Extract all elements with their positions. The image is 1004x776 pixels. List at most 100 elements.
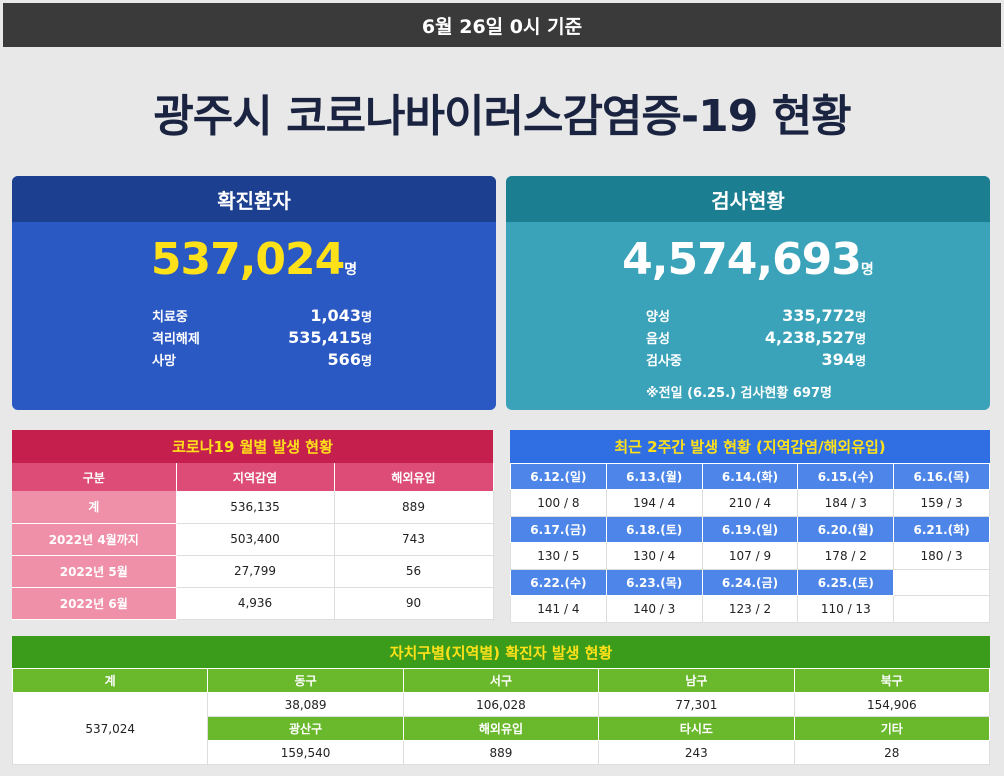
- monthly-table-section: 코로나19 월별 발생 현황 구분 지역감염 해외유입 계 536,135 88…: [12, 430, 494, 620]
- date-cell: 6.24.(금): [701, 569, 799, 596]
- overseas-cell: 56: [334, 555, 494, 588]
- row-value: 1,043명: [310, 306, 372, 325]
- column-header: 지역감염: [176, 463, 335, 491]
- date-cell: 6.17.(금): [510, 516, 607, 543]
- overseas-cell: 889: [334, 491, 494, 524]
- overseas-cell: 90: [334, 587, 494, 620]
- district-table-section: 자치구별(지역별) 확진자 발생 현황 계 동구 서구 남구 북구 537,02…: [11, 636, 991, 765]
- local-cell: 536,135: [176, 491, 335, 524]
- value-cell: 110 / 13: [797, 595, 895, 623]
- district-value-row: 537,024 38,089 106,028 77,301 154,906: [11, 692, 991, 765]
- tests-panel: 검사현황 4,574,693명 양성 335,772명 음성 4,238,527…: [506, 176, 990, 410]
- date-cell: 6.22.(수): [510, 569, 607, 596]
- district-header: 광산구: [207, 716, 404, 741]
- confirmed-row-released: 격리해제 535,415명: [152, 328, 372, 350]
- row-value: 335,772명: [782, 306, 866, 325]
- confirmed-panel: 확진환자 537,024명 치료중 1,043명 격리해제 535,415명 사…: [12, 176, 496, 410]
- row-header: 2022년 6월: [12, 587, 177, 620]
- confirmed-total-unit: 명: [344, 262, 358, 278]
- value-row: 130 / 5 130 / 4 107 / 9 178 / 2 180 / 3: [510, 542, 990, 570]
- district-table: 계 동구 서구 남구 북구 537,024 38,089 106,028 77,…: [11, 668, 991, 765]
- row-value: 4,238,527명: [764, 328, 866, 347]
- district-value: 38,089: [207, 692, 404, 717]
- reference-time-bar: 6월 26일 0시 기준: [3, 3, 1001, 47]
- tests-total-value: 4,574,693: [622, 234, 862, 285]
- value-cell: 141 / 4: [510, 595, 607, 623]
- tests-row-positive: 양성 335,772명: [646, 306, 866, 328]
- date-cell: 6.23.(목): [605, 569, 703, 596]
- district-value: 154,906: [793, 692, 991, 717]
- value-cell: 178 / 2: [797, 542, 895, 570]
- recent-two-weeks-section: 최근 2주간 발생 현황 (지역감염/해외유입) 6.12.(일) 6.13.(…: [510, 430, 990, 623]
- district-value: 159,540: [207, 740, 404, 765]
- date-cell: 6.15.(수): [797, 463, 895, 490]
- tests-breakdown: 양성 335,772명 음성 4,238,527명 검사중 394명: [646, 306, 866, 372]
- confirmed-total: 537,024명: [12, 236, 496, 294]
- tests-note: ※전일 (6.25.) 검사현황 697명: [646, 386, 832, 401]
- district-header: 해외유입: [402, 716, 600, 741]
- row-value: 566명: [327, 350, 372, 369]
- date-cell: 6.20.(월): [797, 516, 895, 543]
- tests-row-negative: 음성 4,238,527명: [646, 328, 866, 350]
- district-value: 28: [793, 740, 991, 765]
- district-header: 북구: [793, 668, 991, 693]
- date-cell: 6.21.(화): [893, 516, 990, 543]
- district-value: 889: [402, 740, 600, 765]
- table-row: 2022년 6월 4,936 90: [12, 587, 494, 620]
- total-value: 537,024: [11, 692, 209, 765]
- row-label: 음성: [646, 332, 670, 347]
- reference-time: 6월 26일 0시 기준: [421, 15, 583, 38]
- local-cell: 4,936: [176, 587, 335, 620]
- tests-total: 4,574,693명: [506, 236, 990, 294]
- district-header-row: 계 동구 서구 남구 북구: [11, 668, 991, 693]
- value-cell: 130 / 5: [510, 542, 607, 570]
- monthly-table: 구분 지역감염 해외유입 계 536,135 889 2022년 4월까지 50…: [12, 463, 494, 620]
- value-cell: 184 / 3: [797, 489, 895, 517]
- row-header: 2022년 4월까지: [12, 523, 177, 556]
- column-header: 해외유입: [334, 463, 494, 491]
- date-cell: 6.19.(일): [701, 516, 799, 543]
- district-header-row: 광산구 해외유입 타시도 기타: [13, 716, 991, 741]
- row-header: 2022년 5월: [12, 555, 177, 588]
- district-header: 서구: [402, 668, 600, 693]
- row-label: 양성: [646, 310, 670, 325]
- row-label: 검사중: [646, 354, 682, 369]
- tests-row-pending: 검사중 394명: [646, 350, 866, 372]
- monthly-caption: 코로나19 월별 발생 현황: [12, 430, 493, 463]
- district-header: 동구: [207, 668, 404, 693]
- table-row: 2022년 4월까지 503,400 743: [12, 523, 494, 556]
- page-title: 광주시 코로나바이러스감염증-19 현황: [153, 91, 851, 142]
- value-cell: 107 / 9: [701, 542, 799, 570]
- table-header-row: 구분 지역감염 해외유입: [12, 463, 494, 491]
- overseas-cell: 743: [334, 523, 494, 556]
- value-cell: 180 / 3: [893, 542, 990, 570]
- district-header: 기타: [793, 716, 991, 741]
- date-cell: 6.16.(목): [893, 463, 990, 490]
- date-cell: 6.13.(월): [605, 463, 703, 490]
- value-cell: 159 / 3: [893, 489, 990, 517]
- total-header: 계: [11, 668, 209, 693]
- district-value: 77,301: [598, 692, 795, 717]
- district-value: 106,028: [402, 692, 600, 717]
- date-row: 6.12.(일) 6.13.(월) 6.14.(화) 6.15.(수) 6.16…: [510, 463, 990, 490]
- empty-cell: [893, 569, 990, 596]
- tests-total-unit: 명: [860, 262, 874, 278]
- date-cell: 6.18.(토): [605, 516, 703, 543]
- value-cell: 210 / 4: [701, 489, 799, 517]
- confirmed-breakdown: 치료중 1,043명 격리해제 535,415명 사망 566명: [152, 306, 372, 372]
- district-header: 타시도: [598, 716, 795, 741]
- confirmed-header: 확진환자: [12, 176, 496, 222]
- date-row: 6.22.(수) 6.23.(목) 6.24.(금) 6.25.(토): [510, 569, 990, 596]
- value-row: 141 / 4 140 / 3 123 / 2 110 / 13: [510, 595, 990, 623]
- local-cell: 27,799: [176, 555, 335, 588]
- district-header: 남구: [598, 668, 795, 693]
- confirmed-total-value: 537,024: [150, 234, 345, 285]
- row-header: 계: [12, 491, 177, 524]
- column-header: 구분: [12, 463, 177, 491]
- value-cell: 123 / 2: [701, 595, 799, 623]
- date-cell: 6.14.(화): [701, 463, 799, 490]
- value-cell: 100 / 8: [510, 489, 607, 517]
- recent-caption: 최근 2주간 발생 현황 (지역감염/해외유입): [510, 430, 990, 463]
- row-value: 535,415명: [288, 328, 372, 347]
- confirmed-row-treating: 치료중 1,043명: [152, 306, 372, 328]
